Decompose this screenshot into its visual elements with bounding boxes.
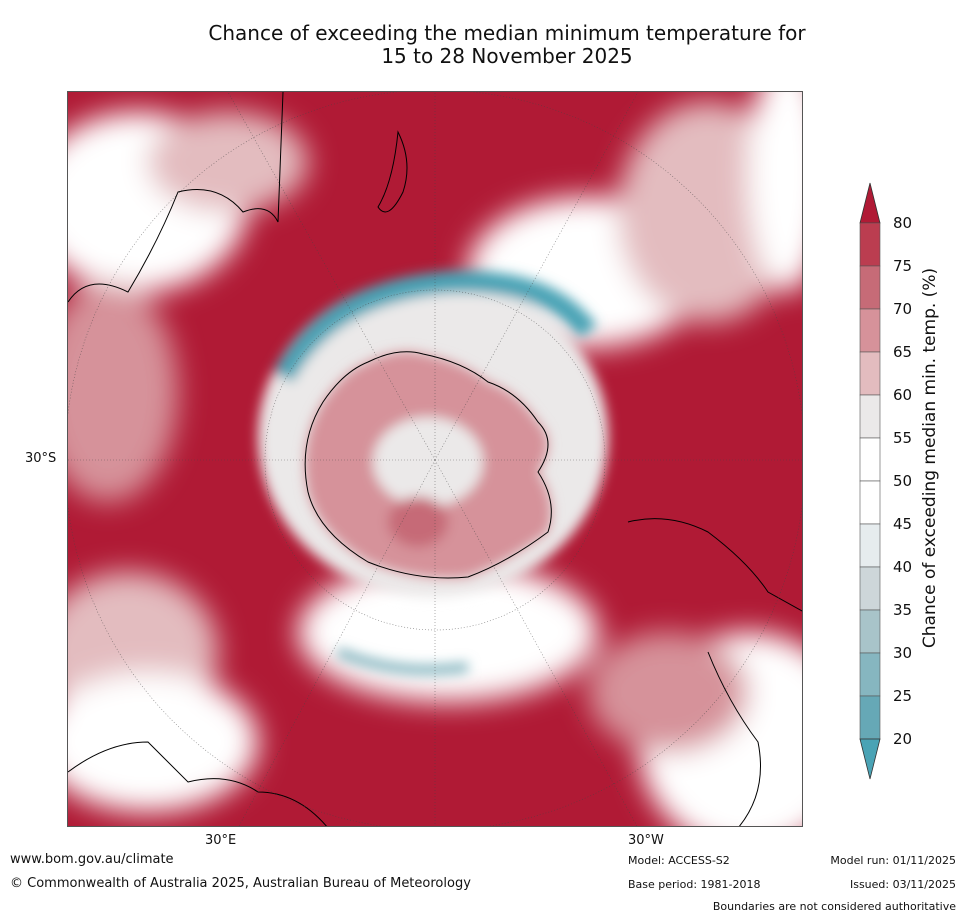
meridian-8 — [434, 92, 639, 461]
title-line-2: 15 to 28 November 2025 — [381, 44, 633, 68]
colorbar-segment — [859, 652, 881, 697]
antarctica-warm — [388, 497, 448, 547]
colorbar-segment — [859, 437, 881, 482]
colorbar-segment — [859, 695, 881, 740]
colorbar-segment — [859, 394, 881, 439]
lat-circle-60s — [264, 289, 606, 631]
colorbar-tick-label: 60 — [893, 386, 913, 404]
patch-left — [68, 282, 178, 502]
antarctica-core — [373, 417, 483, 507]
colorbar-segment — [859, 480, 881, 525]
new-zealand-outline — [377, 130, 408, 213]
australia-outline — [68, 92, 284, 303]
colorbar-segment — [859, 351, 881, 396]
footer-issued: Issued: 03/11/2025 — [849, 878, 956, 891]
patch-top-left-2 — [148, 112, 308, 212]
lat-label-30s: 30°S — [25, 451, 57, 466]
colorbar — [859, 182, 881, 780]
colorbar-tick-label: 55 — [893, 429, 913, 447]
footer-copyright: © Commonwealth of Australia 2025, Austra… — [10, 876, 471, 891]
patch-top-right-edge — [748, 92, 802, 292]
anomaly-patches — [68, 92, 802, 826]
meridian-5 — [227, 92, 436, 461]
meridian-6 — [434, 459, 638, 826]
colorbar-segment — [859, 222, 881, 267]
colorbar-tick-label: 35 — [893, 601, 913, 619]
map-svg — [68, 92, 802, 826]
colorbar-tick-label: 20 — [893, 730, 913, 748]
colorbar-extend-top — [859, 182, 881, 224]
colorbar-tick-label: 25 — [893, 687, 913, 705]
patch-bottom-left — [68, 672, 258, 812]
colorbar-tick-label: 65 — [893, 343, 913, 361]
footer-website[interactable]: www.bom.gov.au/climate — [10, 852, 174, 867]
antarctica — [305, 351, 552, 578]
colorbar-extend-bottom — [859, 738, 881, 780]
colorbar-tick-label: 75 — [893, 257, 913, 275]
colorbar-tick-label: 80 — [893, 214, 913, 232]
footer-disclaimer: Boundaries are not considered authoritat… — [712, 900, 956, 913]
title-line-1: Chance of exceeding the median minimum t… — [208, 21, 806, 45]
patch-bottom-right-2 — [588, 632, 748, 752]
footer-base-period: Base period: 1981-2018 — [628, 878, 761, 891]
colorbar-tick-label: 70 — [893, 300, 913, 318]
footer-model-run: Model run: 01/11/2025 — [830, 854, 956, 867]
ring-blue-arc-2 — [336, 647, 469, 675]
graticule — [68, 92, 802, 826]
ring-blue-arc — [273, 270, 597, 383]
footer-model: Model: ACCESS-S2 — [628, 854, 730, 867]
africa-outline — [68, 741, 327, 826]
polar-map — [67, 91, 803, 827]
antarctica-coast — [304, 351, 552, 579]
colorbar-segment — [859, 566, 881, 611]
colorbar-tick-label: 45 — [893, 515, 913, 533]
colorbar-segment — [859, 265, 881, 310]
lon-label-30w: 30°W — [628, 833, 664, 848]
colorbar-segment — [859, 308, 881, 353]
colorbar-segment — [859, 609, 881, 654]
colorbar-tick-label: 30 — [893, 644, 913, 662]
colorbar-label: Chance of exceeding median min. temp. (%… — [920, 267, 940, 649]
south-america-outline — [627, 518, 802, 826]
colorbar-tick-label: 40 — [893, 558, 913, 576]
lon-label-30e: 30°E — [205, 833, 237, 848]
chart-title: Chance of exceeding the median minimum t… — [67, 22, 947, 68]
meridian-7 — [238, 459, 436, 826]
colorbar-tick-label: 50 — [893, 472, 913, 490]
colorbar-segment — [859, 523, 881, 568]
